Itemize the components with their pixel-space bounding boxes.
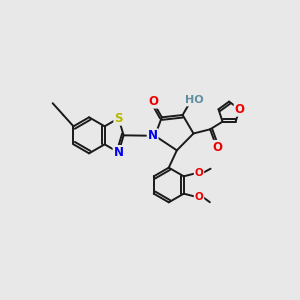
- Text: HO: HO: [185, 95, 203, 105]
- Text: N: N: [113, 146, 124, 159]
- Text: S: S: [114, 112, 123, 125]
- Text: O: O: [195, 168, 203, 178]
- Text: O: O: [235, 103, 244, 116]
- Text: O: O: [212, 141, 222, 154]
- Text: N: N: [148, 129, 158, 142]
- Text: O: O: [149, 94, 159, 108]
- Text: O: O: [195, 192, 203, 202]
